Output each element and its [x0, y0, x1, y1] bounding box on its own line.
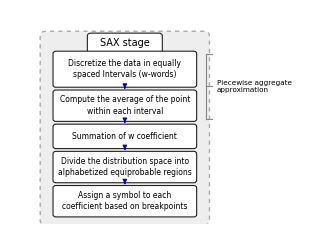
Text: Compute the average of the point
within each interval: Compute the average of the point within … — [60, 96, 190, 116]
Text: Assign a symbol to each
coefficient based on breakpoints: Assign a symbol to each coefficient base… — [62, 191, 188, 211]
Text: Summation of w coefficient: Summation of w coefficient — [72, 132, 177, 141]
Text: Divide the distribution space into
alphabetized equiprobable regions: Divide the distribution space into alpha… — [58, 157, 192, 177]
FancyBboxPatch shape — [53, 185, 197, 217]
Text: Discretize the data in equally
spaced Intervals (w-words): Discretize the data in equally spaced In… — [68, 59, 181, 79]
FancyBboxPatch shape — [53, 124, 197, 149]
FancyBboxPatch shape — [53, 51, 197, 87]
FancyBboxPatch shape — [53, 90, 197, 121]
Text: SAX stage: SAX stage — [100, 38, 150, 48]
FancyBboxPatch shape — [87, 33, 162, 53]
Text: Piecewise aggregate
approximation: Piecewise aggregate approximation — [217, 80, 292, 93]
FancyBboxPatch shape — [53, 151, 197, 183]
FancyBboxPatch shape — [40, 31, 209, 225]
